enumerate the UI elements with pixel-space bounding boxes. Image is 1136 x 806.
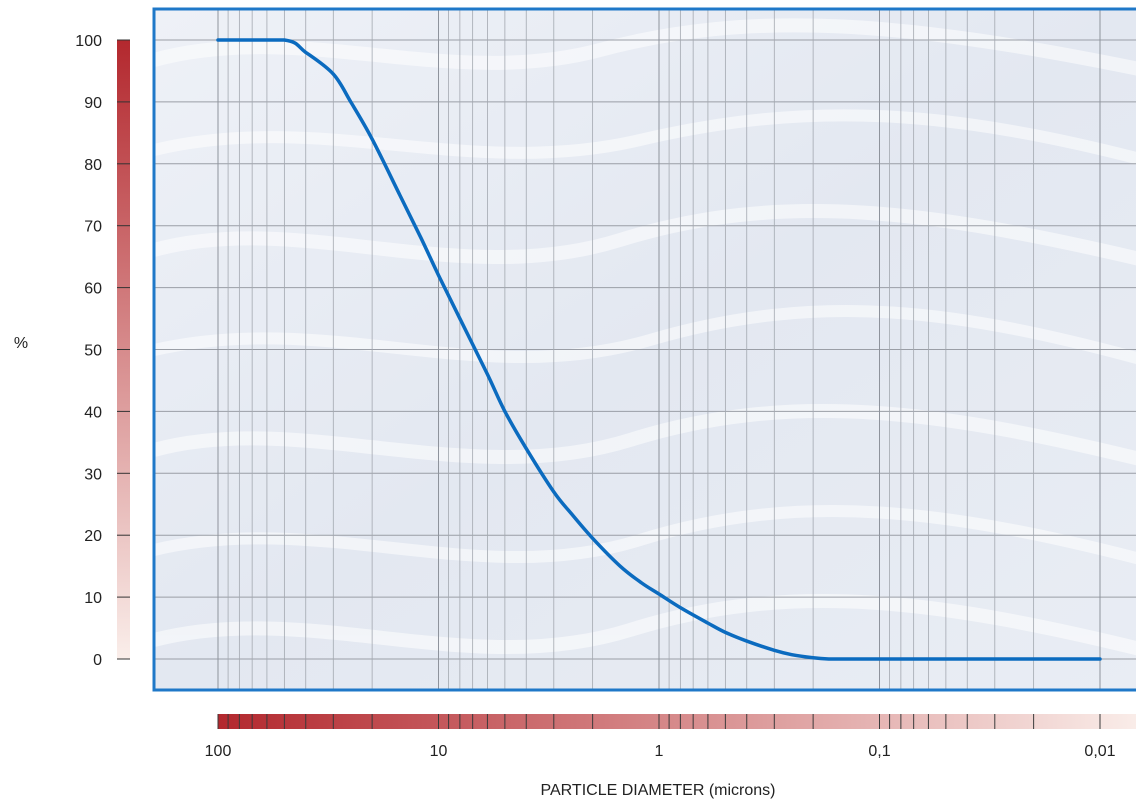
- y-ticks: 0 10 20 30 40 50 60 70 80 90 100: [75, 33, 130, 669]
- x-tick-label: 100: [205, 743, 232, 760]
- y-tick-label: 40: [84, 404, 102, 421]
- x-axis-title: PARTICLE DIAMETER (microns): [541, 782, 776, 799]
- y-tick-label: 90: [84, 95, 102, 112]
- x-tick-labels: 100 10 1 0,1 0,01: [205, 743, 1116, 760]
- y-tick-label: 70: [84, 219, 102, 236]
- x-tick-label: 10: [430, 743, 448, 760]
- x-axis: 100 10 1 0,1 0,01 PARTICLE DIAMETER (microns…: [205, 714, 1136, 799]
- grid: [154, 9, 1136, 690]
- y-tick-label: 80: [84, 157, 102, 174]
- y-tick-label: 0: [93, 652, 102, 669]
- x-bar-ticks: [217, 714, 1101, 729]
- x-tick-label: 1: [655, 743, 664, 760]
- plot-border: [152, 7, 1136, 692]
- series-line: [216, 38, 1102, 661]
- x-tick-label: 0,01: [1084, 743, 1115, 760]
- y-tick-label: 20: [84, 528, 102, 545]
- y-axis-title: %: [14, 335, 28, 352]
- y-tick-label: 30: [84, 466, 102, 483]
- y-tick-label: 50: [84, 343, 102, 360]
- y-tick-label: 60: [84, 281, 102, 298]
- x-tick-label: 0,1: [868, 743, 890, 760]
- series-layer: [216, 38, 1102, 661]
- y-axis: 0 10 20 30 40 50 60 70 80 90 100 %: [14, 33, 130, 669]
- y-tick-label: 10: [84, 590, 102, 607]
- y-tick-label: 100: [75, 33, 102, 50]
- plot-area: [152, 7, 1136, 692]
- x-color-bar: [218, 714, 1136, 729]
